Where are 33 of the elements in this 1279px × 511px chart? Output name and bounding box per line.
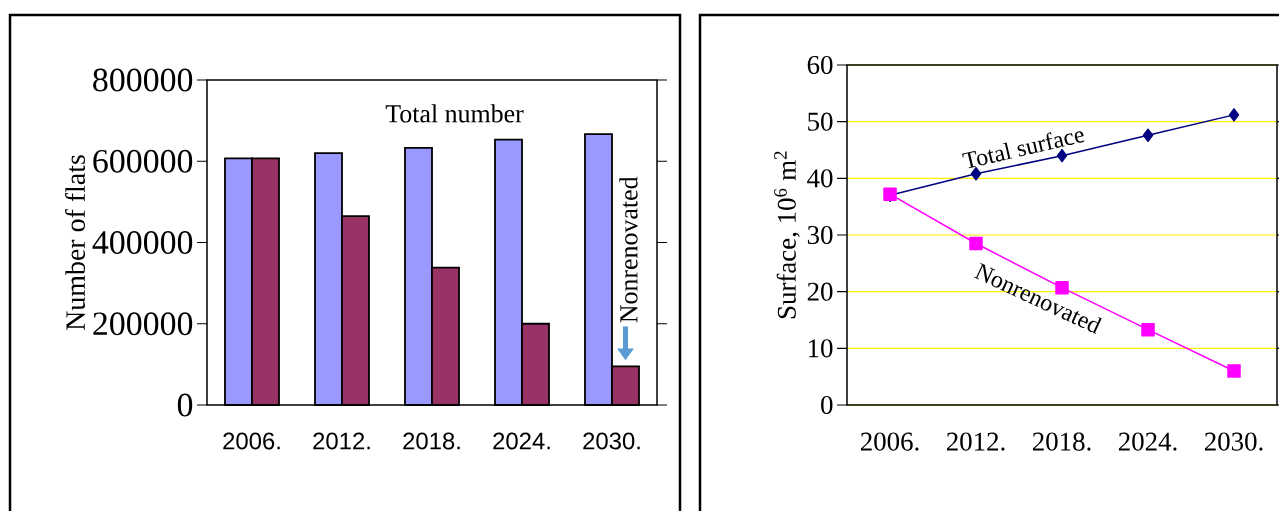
y-tick-label: 800000: [93, 68, 193, 92]
point: [1227, 364, 1241, 378]
x-tick-label: 2006.: [223, 432, 280, 450]
y-tick-label: 30: [807, 225, 833, 245]
x-tick-label: 2012.: [313, 432, 370, 450]
x-tick-label: 2030.: [583, 432, 640, 450]
legend-label: Nonrenovated: [619, 176, 638, 323]
point: [969, 236, 983, 251]
point: [970, 167, 982, 181]
x-tick-label: 2006.: [860, 432, 919, 451]
y-tick-label: 0: [177, 393, 193, 417]
x-tick-label: 2018.: [403, 432, 460, 450]
point: [1141, 322, 1155, 337]
y-tick-label: 400000: [92, 231, 193, 254]
y-tick-label: 40: [807, 169, 833, 188]
y-tick-label: 50: [808, 112, 833, 131]
y-tick-label: 200000: [93, 312, 193, 336]
x-tick-label: 2012.: [946, 432, 1005, 451]
y-tick-label: 600000: [93, 149, 193, 173]
point: [1228, 108, 1240, 122]
text: Total surface: [962, 131, 1085, 169]
x-tick-label: 2024.: [1118, 432, 1177, 451]
x-tick-label: 2024.: [493, 432, 550, 450]
series-label: Total number: [385, 104, 524, 123]
y-tick-label: 20: [807, 282, 833, 301]
y-tick-label: 10: [808, 339, 833, 358]
y-axis-title: Surface, 10$^{6}$ m$^{2}$: [774, 151, 800, 319]
x-tick-label: 2018.: [1032, 432, 1091, 451]
y-tick-label: 60: [807, 55, 833, 75]
point: [1142, 128, 1154, 143]
y-axis-title: Number of flats: [65, 155, 86, 331]
x-tick-label: 2030.: [1204, 432, 1263, 451]
y-tick-label: 0: [821, 395, 833, 415]
